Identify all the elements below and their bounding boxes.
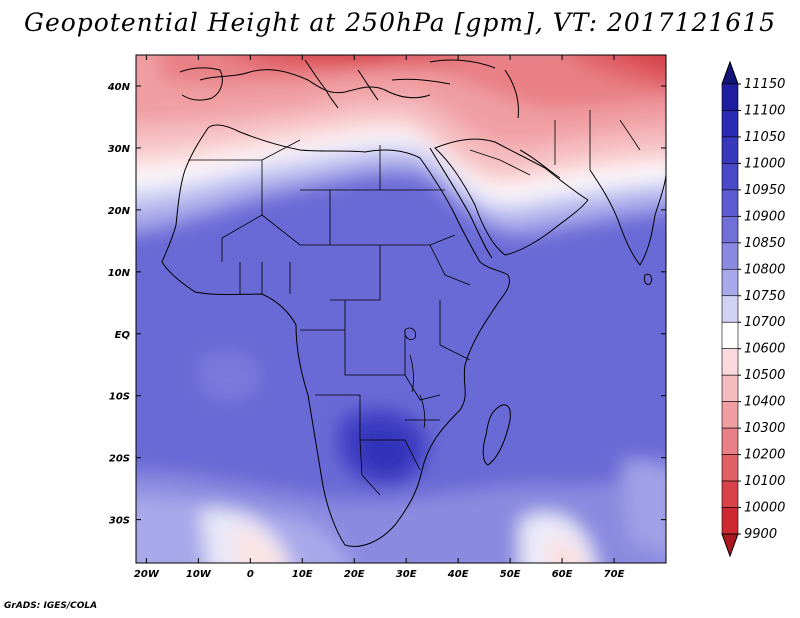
colorbar-label: 10850 xyxy=(744,236,785,251)
x-tick-label: 10W xyxy=(186,569,212,580)
y-tick-label: EQ xyxy=(115,330,131,341)
x-tick-label: 40E xyxy=(447,569,469,580)
colorbar-bin xyxy=(721,295,739,323)
colorbar-label: 10000 xyxy=(744,501,785,516)
grads-credit: GrADS: IGES/COLA xyxy=(4,601,98,611)
axes: 20W 10W 0 10E 20E 30E 40E 50E 60E 70E 40N 30N 20N 10N… xyxy=(107,55,666,580)
x-tick-label: 30E xyxy=(396,569,417,580)
x-tick-label: 0 xyxy=(247,569,254,580)
y-tick-label: 30N xyxy=(108,144,131,155)
colorbar-label: 10400 xyxy=(744,395,785,410)
colorbar-label: 11000 xyxy=(744,156,785,171)
colorbar-bin xyxy=(721,163,739,191)
colorbar-bin xyxy=(721,374,739,402)
x-tick-label: 50E xyxy=(500,569,521,580)
colorbar-bin xyxy=(721,401,739,429)
colorbar-label: 10100 xyxy=(744,474,785,489)
colorbar-bin xyxy=(721,507,739,535)
colorbar-bottom-arrow xyxy=(721,533,739,558)
colorbar-bin xyxy=(721,480,739,508)
colorbar-bin xyxy=(721,348,739,376)
colorbar-label: 10600 xyxy=(744,342,785,357)
colorbar-bin xyxy=(721,110,739,138)
colorbar-bin xyxy=(721,427,739,455)
colorbar-bin xyxy=(721,189,739,217)
coastline xyxy=(161,59,666,547)
x-tick-label: 10E xyxy=(292,569,313,580)
colorbar-bin xyxy=(721,242,739,270)
colorbar-label: 11100 xyxy=(744,103,785,118)
x-tick-label: 60E xyxy=(552,569,573,580)
colorbar-label: 10300 xyxy=(744,421,785,436)
colorbar-bin xyxy=(721,83,739,111)
colorbar-label: 10750 xyxy=(744,289,785,304)
colorbar-label: 11050 xyxy=(744,130,785,145)
y-tick-label: 20S xyxy=(109,454,130,465)
map-title: Geopotential Height at 250hPa [gpm], VT:… xyxy=(23,8,777,37)
colorbar-label: 11150 xyxy=(744,77,785,92)
y-tick-label: 10S xyxy=(109,392,130,403)
y-tick-label: 30S xyxy=(109,516,130,527)
y-tick-label: 20N xyxy=(108,206,131,217)
colorbar-label: 10900 xyxy=(744,209,785,224)
colorbar-label: 10800 xyxy=(744,262,785,277)
colorbar-bin xyxy=(721,136,739,164)
x-tick-label: 20E xyxy=(344,569,365,580)
colorbar-bin xyxy=(721,321,739,350)
y-tick-label: 40N xyxy=(107,82,131,93)
colorbar-label: 10700 xyxy=(744,315,785,330)
colorbar-label: 10950 xyxy=(744,183,785,198)
height-field xyxy=(136,55,666,563)
plot-frame xyxy=(135,54,667,564)
country-borders xyxy=(188,110,641,496)
colorbar-label: 9900 xyxy=(744,527,777,542)
colorbar-label: 10500 xyxy=(744,368,785,383)
colorbar: 11150 11100 11050 11000 10950 10900 10850 10800… xyxy=(721,60,785,558)
colorbar-bin xyxy=(721,268,739,297)
x-tick-label: 20W xyxy=(134,569,160,580)
colorbar-label: 10200 xyxy=(744,448,785,463)
colorbar-bin xyxy=(721,216,739,244)
colorbar-bin xyxy=(721,454,739,482)
x-tick-label: 70E xyxy=(604,569,625,580)
colorbar-top-arrow xyxy=(721,60,739,85)
y-tick-label: 10N xyxy=(108,268,131,279)
